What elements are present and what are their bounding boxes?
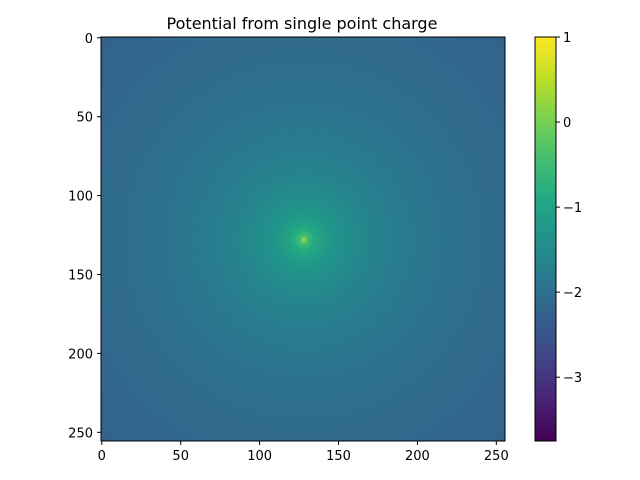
x-tick-label: 250 (484, 449, 509, 464)
colorbar-tick-label: −1 (563, 201, 582, 216)
y-tick-label: 0 (85, 32, 93, 47)
y-axis: 0 50 100 150 200 250 (68, 32, 101, 441)
y-tick-label: 250 (68, 426, 93, 441)
y-tick-label: 200 (68, 347, 93, 362)
x-tick-label: 0 (98, 449, 106, 464)
colorbar-frame (534, 36, 557, 442)
heatmap-image (101, 37, 505, 441)
y-tick-label: 100 (68, 190, 93, 205)
plot-frame (100, 36, 506, 442)
colorbar-gradient (535, 37, 556, 441)
x-tick-label: 100 (247, 449, 272, 464)
chart-title: Potential from single point charge (167, 14, 438, 33)
colorbar-gradient-holder (535, 37, 556, 441)
x-tick-label: 50 (172, 449, 189, 464)
colorbar-ticks: 1 0 −1 −2 −3 (556, 31, 582, 386)
y-tick-label: 50 (76, 111, 93, 126)
x-axis: 0 50 100 150 200 250 (98, 441, 509, 464)
heatmap-image-holder (101, 37, 505, 441)
colorbar-tick-label: 0 (563, 116, 571, 131)
colorbar-tick-label: −3 (563, 371, 582, 386)
colorbar: 1 0 −1 −2 −3 (534, 31, 582, 442)
heatmap-plot (100, 36, 506, 442)
colorbar-tick-label: −2 (563, 286, 582, 301)
x-tick-label: 200 (405, 449, 430, 464)
x-tick-label: 150 (326, 449, 351, 464)
y-tick-label: 150 (68, 269, 93, 284)
colorbar-tick-label: 1 (563, 31, 571, 46)
